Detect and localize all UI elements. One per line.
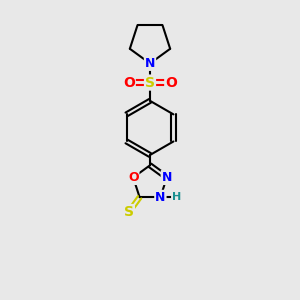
Text: N: N xyxy=(155,191,166,204)
Text: O: O xyxy=(128,171,139,184)
Text: N: N xyxy=(145,57,155,70)
Text: S: S xyxy=(145,76,155,90)
Text: O: O xyxy=(165,76,177,90)
Text: N: N xyxy=(162,171,172,184)
Text: H: H xyxy=(172,192,181,202)
Text: O: O xyxy=(123,76,135,90)
Text: S: S xyxy=(124,205,134,219)
